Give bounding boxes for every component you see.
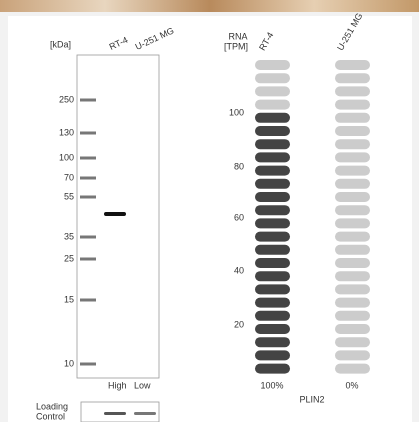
marker-label: 100 (59, 152, 74, 162)
pill (335, 112, 370, 123)
pill (335, 126, 370, 136)
ladder-band (80, 362, 96, 366)
pill (255, 310, 290, 321)
pill (255, 60, 290, 70)
pill (255, 178, 290, 189)
ladder-band (80, 257, 96, 261)
pill (335, 99, 370, 110)
pill (335, 152, 370, 163)
pill (255, 363, 290, 374)
loading-band (104, 412, 126, 415)
pill (335, 284, 370, 295)
marker-label: 70 (64, 172, 74, 182)
pill (335, 244, 370, 255)
footer: High (108, 380, 127, 390)
pill (335, 165, 370, 176)
pill (335, 205, 370, 216)
pill (255, 297, 290, 308)
percent: 100% (260, 380, 283, 390)
pill (255, 271, 290, 282)
marker-label: 250 (59, 94, 74, 104)
pill (255, 350, 290, 361)
ladder-band (80, 98, 96, 102)
pill (335, 231, 370, 242)
pill (255, 337, 290, 348)
pill (335, 310, 370, 321)
pill (335, 271, 370, 282)
pill (335, 86, 370, 97)
pill (335, 73, 370, 84)
pill (335, 337, 370, 348)
pill (255, 244, 290, 255)
pill (255, 73, 290, 84)
marker-label: 10 (64, 358, 74, 368)
marker-label: 35 (64, 231, 74, 241)
ladder-band (80, 131, 96, 135)
loading-label: Control (36, 411, 65, 421)
pill (335, 324, 370, 334)
pill (335, 178, 370, 189)
pill (255, 152, 290, 163)
band (104, 212, 126, 216)
tick-label: 20 (234, 319, 244, 329)
pill (255, 139, 290, 150)
tissue-strip (0, 0, 419, 12)
pill (255, 284, 290, 295)
loading-label: Loading (36, 401, 68, 411)
pill (335, 350, 370, 361)
ladder-band (80, 176, 96, 180)
pill (255, 231, 290, 242)
percent: 0% (345, 380, 358, 390)
pill (255, 258, 290, 268)
marker-label: 55 (64, 191, 74, 201)
ladder-band (80, 156, 96, 160)
pill (255, 192, 290, 202)
ladder-band (80, 298, 96, 302)
pill (255, 99, 290, 110)
footer: Low (134, 380, 151, 390)
pill (335, 363, 370, 374)
unit: [kDa] (50, 39, 71, 49)
pill (335, 192, 370, 202)
marker-label: 25 (64, 253, 74, 263)
pill (255, 126, 290, 136)
loading-band (134, 412, 156, 415)
ladder-band (80, 195, 96, 199)
pill (255, 324, 290, 334)
pill (335, 60, 370, 70)
marker-label: 15 (64, 294, 74, 304)
marker-label: 130 (59, 127, 74, 137)
pill (335, 139, 370, 150)
pill (335, 297, 370, 308)
gene: PLIN2 (299, 394, 324, 404)
rna-label: RNA (228, 31, 247, 41)
tick-label: 100 (229, 107, 244, 117)
pill (255, 218, 290, 229)
pill (255, 86, 290, 97)
pill (335, 218, 370, 229)
tick-label: 40 (234, 265, 244, 275)
blot-frame (76, 54, 160, 379)
tick-label: 60 (234, 212, 244, 222)
pill (255, 205, 290, 216)
pill (335, 258, 370, 268)
pill (255, 165, 290, 176)
pill (255, 112, 290, 123)
ladder-band (80, 235, 96, 239)
rna-label: [TPM] (224, 41, 248, 51)
tick-label: 80 (234, 161, 244, 171)
